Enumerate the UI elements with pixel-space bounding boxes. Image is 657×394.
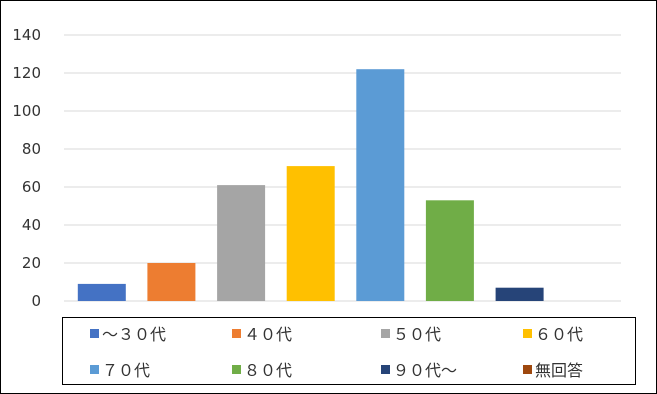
- legend-item: ４０代: [232, 322, 292, 344]
- legend-swatch: [523, 364, 532, 374]
- legend-item: ８０代: [232, 358, 292, 380]
- legend-swatch: [232, 364, 241, 374]
- plot-area: 0 20 40 60 80 100 120 140: [12, 26, 621, 310]
- y-tick-label: 140: [12, 26, 41, 44]
- legend-item: 無回答: [523, 358, 583, 380]
- y-tick-label: 0: [31, 292, 41, 310]
- legend-item: ６０代: [523, 322, 583, 344]
- bars: [77, 69, 544, 301]
- gridlines: [64, 34, 621, 302]
- y-tick-label: 120: [12, 64, 41, 82]
- y-tick-label: 60: [22, 178, 41, 196]
- bar-1: [77, 283, 126, 301]
- legend-item: ５０代: [381, 322, 441, 344]
- legend-label: 無回答: [535, 361, 584, 380]
- legend-swatch: [523, 328, 532, 338]
- y-axis-ticks: 0 20 40 60 80 100 120 140: [12, 26, 41, 310]
- y-tick-label: 80: [22, 140, 41, 158]
- legend-item: ７０代: [90, 358, 150, 380]
- legend-label: ～３０代: [102, 325, 167, 344]
- legend-label: ９０代～: [393, 361, 458, 380]
- legend-swatch: [90, 328, 99, 338]
- legend-label: ７０代: [102, 361, 151, 380]
- y-tick-label: 40: [22, 216, 41, 234]
- legend-swatch: [90, 364, 99, 374]
- bar-3: [217, 185, 266, 301]
- y-tick-label: 20: [22, 254, 41, 272]
- legend: ～３０代 ４０代 ５０代 ６０代 ７０代 ８０代 ９０代～ 無回答: [62, 317, 636, 385]
- legend-label: ８０代: [244, 361, 293, 380]
- bar-5: [356, 69, 405, 301]
- legend-swatch: [381, 328, 390, 338]
- legend-item: ９０代～: [381, 358, 457, 380]
- bar-7: [495, 287, 544, 301]
- bar-6: [425, 200, 474, 301]
- bar-2: [147, 263, 196, 301]
- bar-4: [286, 166, 335, 301]
- legend-label: ６０代: [535, 325, 584, 344]
- legend-label: ４０代: [244, 325, 293, 344]
- legend-swatch: [381, 364, 390, 374]
- legend-item: ～３０代: [90, 322, 166, 344]
- legend-swatch: [232, 328, 241, 338]
- y-tick-label: 100: [12, 102, 41, 120]
- legend-label: ５０代: [393, 325, 442, 344]
